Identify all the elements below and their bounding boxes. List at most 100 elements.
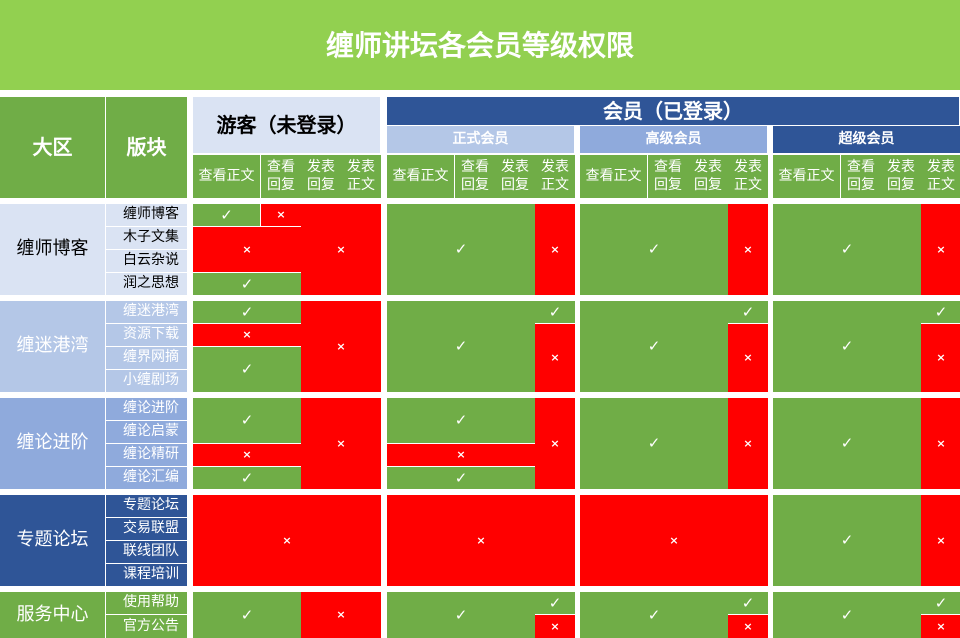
column-header: 查看 回复 <box>841 155 881 198</box>
permission-denied: × <box>535 324 575 392</box>
check-icon: ✓ <box>220 205 233 224</box>
board-cell: 使用帮助 <box>106 592 187 614</box>
permission-denied: × <box>535 204 575 295</box>
column-header: 查看 回复 <box>648 155 688 198</box>
cross-icon: × <box>550 351 560 365</box>
region-cell: 服务中心 <box>0 592 105 638</box>
cross-icon: × <box>336 242 346 256</box>
check-icon: ✓ <box>240 605 254 624</box>
check-icon: ✓ <box>934 302 948 321</box>
tier-header: 超级会员 <box>773 126 960 153</box>
check-icon: ✓ <box>240 302 254 321</box>
check-icon: ✓ <box>934 593 948 612</box>
check-icon: ✓ <box>741 302 755 321</box>
permission-denied: × <box>193 324 301 346</box>
cross-icon: × <box>550 619 560 633</box>
permission-allowed: ✓ <box>387 204 535 295</box>
board-cell: 缠论进阶 <box>106 398 187 420</box>
region-cell: 专题论坛 <box>0 495 105 586</box>
permission-allowed: ✓ <box>193 347 301 392</box>
permission-allowed: ✓ <box>773 592 921 638</box>
board-cell: 缠论启蒙 <box>106 421 187 443</box>
permission-denied: × <box>921 204 960 295</box>
check-icon: ✓ <box>741 593 755 612</box>
column-header: 发表 回复 <box>881 155 921 198</box>
column-header: 发表 正文 <box>728 155 768 198</box>
region-header: 大区 <box>0 97 105 198</box>
permission-allowed: ✓ <box>535 301 575 323</box>
region-cell: 缠迷港湾 <box>0 301 105 392</box>
permission-denied: × <box>728 204 768 295</box>
check-icon: ✓ <box>647 605 661 624</box>
check-icon: ✓ <box>240 411 254 430</box>
permission-denied: × <box>387 495 575 586</box>
permission-denied: × <box>921 615 960 638</box>
board-cell: 润之思想 <box>106 273 187 295</box>
permission-allowed: ✓ <box>580 301 728 392</box>
board-cell: 官方公告 <box>106 615 187 638</box>
permission-denied: × <box>301 398 381 489</box>
permission-allowed: ✓ <box>193 398 301 443</box>
board-cell: 木子文集 <box>106 227 187 249</box>
column-header: 查看 回复 <box>261 155 301 198</box>
board-cell: 交易联盟 <box>106 518 187 540</box>
permission-allowed: ✓ <box>773 301 921 392</box>
check-icon: ✓ <box>454 240 468 259</box>
board-cell: 缠师博客 <box>106 204 187 226</box>
permission-allowed: ✓ <box>580 592 728 638</box>
cross-icon: × <box>743 619 753 633</box>
permission-allowed: ✓ <box>580 398 728 489</box>
member-header: 会员（已登录） <box>387 97 959 125</box>
cross-icon: × <box>936 351 946 365</box>
column-header: 发表 回复 <box>688 155 728 198</box>
board-cell: 缠论精研 <box>106 444 187 466</box>
check-icon: ✓ <box>840 605 854 624</box>
permission-allowed: ✓ <box>387 592 535 638</box>
tier-header: 正式会员 <box>387 126 574 153</box>
cross-icon: × <box>550 242 560 256</box>
board-header: 版块 <box>106 97 187 198</box>
permission-denied: × <box>193 444 301 466</box>
permission-allowed: ✓ <box>921 592 960 614</box>
column-header: 发表 正文 <box>341 155 381 198</box>
page-title: 缠师讲坛各会员等级权限 <box>0 0 960 90</box>
column-header: 发表 正文 <box>921 155 960 198</box>
permission-denied: × <box>921 324 960 392</box>
column-header: 发表 回复 <box>495 155 535 198</box>
board-cell: 白云杂说 <box>106 250 187 272</box>
cross-icon: × <box>336 436 346 450</box>
check-icon: ✓ <box>840 531 854 550</box>
check-icon: ✓ <box>548 302 562 321</box>
check-icon: ✓ <box>454 468 468 487</box>
column-header: 查看正文 <box>387 155 454 198</box>
permission-allowed: ✓ <box>728 301 768 323</box>
cross-icon: × <box>743 351 753 365</box>
permission-allowed: ✓ <box>193 467 301 489</box>
check-icon: ✓ <box>647 240 661 259</box>
board-cell: 联线团队 <box>106 541 187 563</box>
permission-allowed: ✓ <box>193 592 301 638</box>
check-icon: ✓ <box>454 411 468 430</box>
check-icon: ✓ <box>454 337 468 356</box>
check-icon: ✓ <box>240 360 254 379</box>
cross-icon: × <box>936 436 946 450</box>
permission-allowed: ✓ <box>387 398 535 443</box>
permission-allowed: ✓ <box>193 273 301 295</box>
permission-allowed: ✓ <box>773 398 921 489</box>
cross-icon: × <box>242 328 252 342</box>
column-header: 发表 回复 <box>301 155 341 198</box>
guest-header: 游客（未登录） <box>193 97 380 153</box>
board-cell: 专题论坛 <box>106 495 187 517</box>
cross-icon: × <box>936 619 946 633</box>
tier-header: 高级会员 <box>580 126 767 153</box>
permission-denied: × <box>301 301 381 392</box>
cross-icon: × <box>669 533 679 547</box>
column-header: 查看正文 <box>773 155 840 198</box>
permission-denied: × <box>301 204 381 295</box>
board-cell: 课程培训 <box>106 564 187 586</box>
region-cell: 缠师博客 <box>0 204 105 295</box>
permission-denied: × <box>728 324 768 392</box>
permission-allowed: ✓ <box>580 204 728 295</box>
cross-icon: × <box>336 608 346 622</box>
